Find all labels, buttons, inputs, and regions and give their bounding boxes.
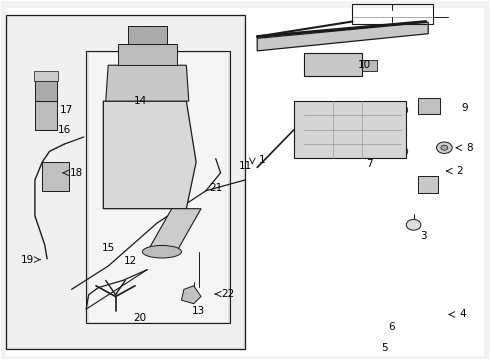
Bar bbox=[5, 15, 245, 348]
Ellipse shape bbox=[143, 246, 181, 258]
Circle shape bbox=[185, 287, 212, 307]
Circle shape bbox=[41, 89, 50, 95]
Text: 7: 7 bbox=[367, 159, 373, 169]
Text: 4: 4 bbox=[459, 310, 466, 319]
Text: 11: 11 bbox=[238, 161, 252, 171]
Polygon shape bbox=[418, 98, 441, 114]
Text: 8: 8 bbox=[466, 143, 473, 153]
Bar bbox=[362, 60, 377, 71]
Circle shape bbox=[406, 220, 421, 230]
Circle shape bbox=[37, 86, 54, 99]
Circle shape bbox=[319, 54, 346, 74]
Text: 2: 2 bbox=[457, 166, 464, 176]
Circle shape bbox=[441, 145, 448, 150]
Text: 1: 1 bbox=[259, 155, 266, 165]
Bar bbox=[86, 51, 230, 323]
Circle shape bbox=[437, 142, 452, 153]
Circle shape bbox=[137, 27, 158, 42]
Polygon shape bbox=[128, 26, 167, 44]
Polygon shape bbox=[103, 101, 196, 209]
Text: 22: 22 bbox=[221, 289, 235, 299]
Text: 6: 6 bbox=[388, 322, 395, 332]
Circle shape bbox=[327, 60, 339, 68]
Text: 16: 16 bbox=[58, 125, 71, 135]
Polygon shape bbox=[304, 53, 362, 76]
Polygon shape bbox=[418, 176, 438, 193]
Bar bbox=[35, 81, 57, 101]
Circle shape bbox=[390, 104, 408, 117]
Polygon shape bbox=[42, 162, 69, 191]
Text: 9: 9 bbox=[462, 103, 468, 113]
Text: 3: 3 bbox=[420, 231, 427, 240]
Text: 17: 17 bbox=[60, 105, 74, 115]
Text: 13: 13 bbox=[192, 306, 205, 316]
Text: 21: 21 bbox=[209, 183, 222, 193]
Circle shape bbox=[143, 31, 152, 39]
Circle shape bbox=[312, 104, 330, 117]
Bar bbox=[89, 53, 228, 321]
Bar bbox=[35, 101, 57, 130]
Polygon shape bbox=[106, 65, 189, 101]
Text: 20: 20 bbox=[133, 313, 147, 323]
Bar bbox=[8, 17, 243, 347]
Text: 15: 15 bbox=[101, 243, 115, 253]
Circle shape bbox=[104, 234, 114, 242]
Circle shape bbox=[99, 231, 119, 245]
Text: 14: 14 bbox=[133, 96, 147, 106]
Text: 18: 18 bbox=[70, 168, 83, 178]
Text: 5: 5 bbox=[381, 343, 388, 353]
Bar bbox=[34, 71, 58, 81]
Polygon shape bbox=[181, 286, 201, 304]
Circle shape bbox=[47, 170, 64, 183]
Polygon shape bbox=[147, 209, 201, 252]
Text: 19: 19 bbox=[21, 255, 34, 265]
Circle shape bbox=[390, 145, 408, 158]
Bar bbox=[352, 4, 433, 24]
Circle shape bbox=[312, 145, 330, 158]
Polygon shape bbox=[294, 101, 406, 158]
Text: 12: 12 bbox=[123, 256, 137, 266]
Text: 10: 10 bbox=[358, 60, 371, 70]
Polygon shape bbox=[118, 44, 176, 65]
Polygon shape bbox=[257, 22, 428, 51]
Circle shape bbox=[191, 291, 206, 302]
